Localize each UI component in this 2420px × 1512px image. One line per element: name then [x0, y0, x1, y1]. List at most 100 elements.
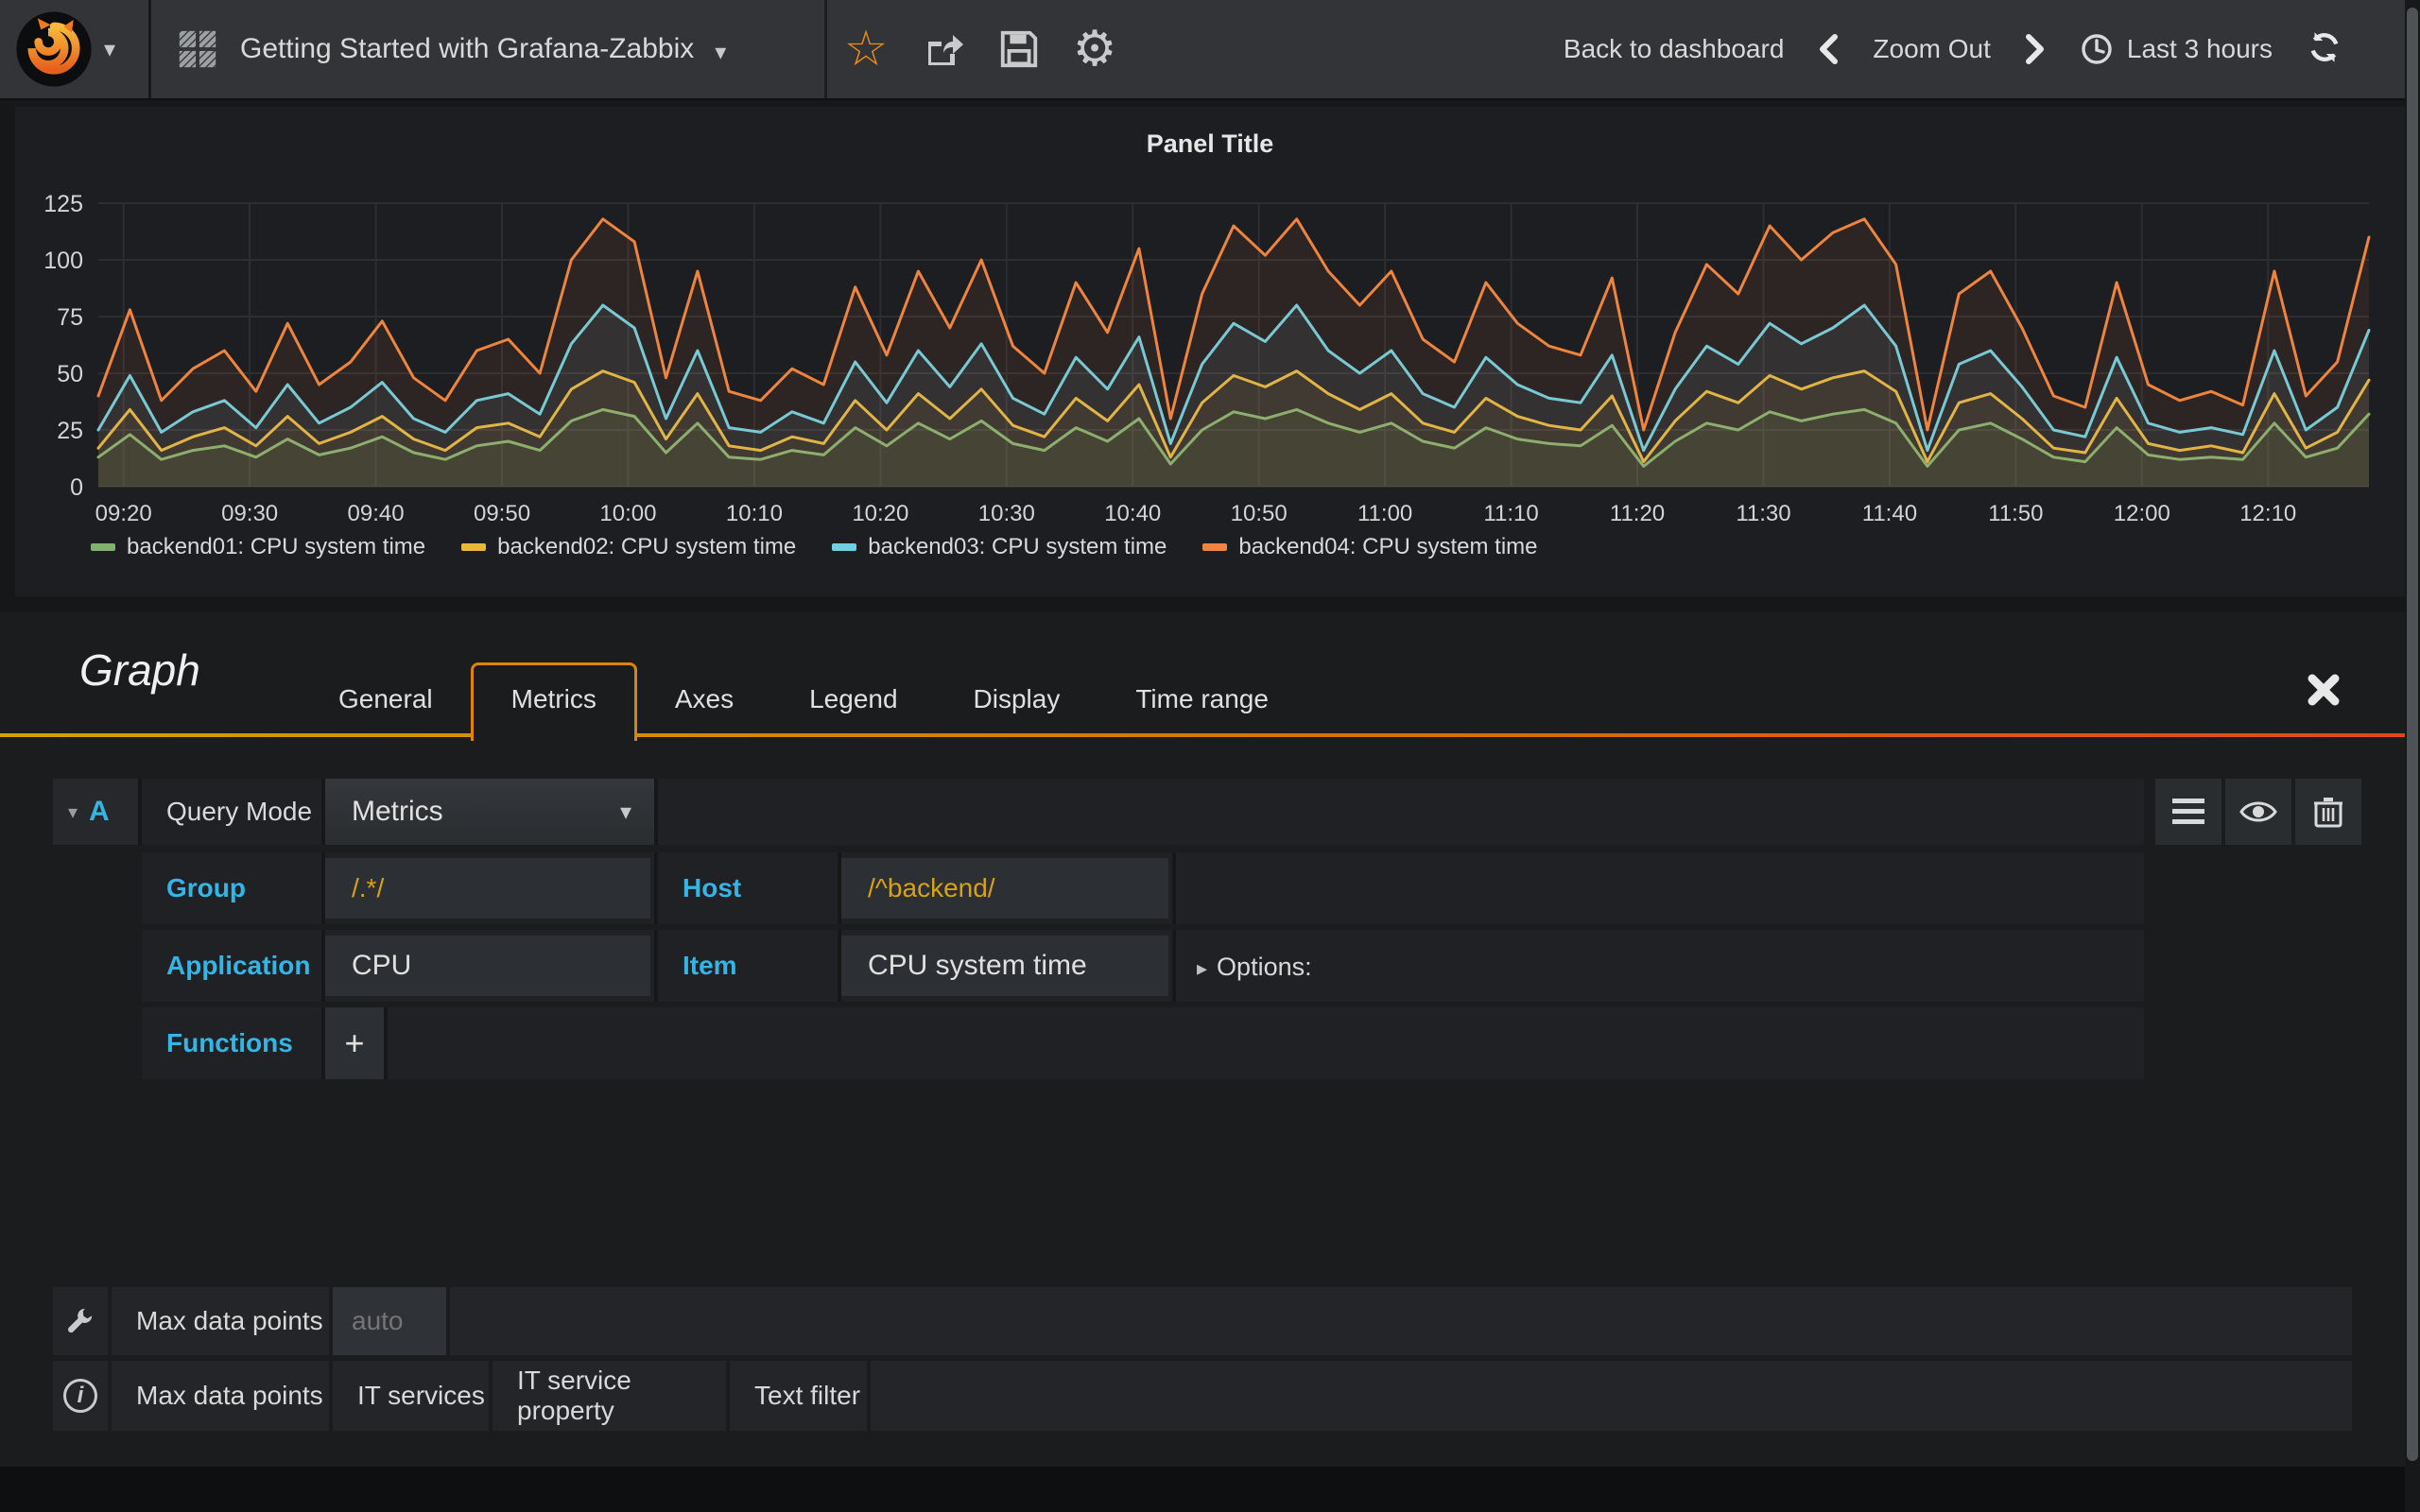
legend-swatch [1202, 543, 1228, 551]
query-mode-label-cell: Query Mode [142, 779, 321, 845]
scrollbar-thumb[interactable] [2407, 8, 2418, 1461]
item-input[interactable]: CPU system time [841, 936, 1168, 996]
info-cell-it-service-property[interactable]: IT service property [493, 1361, 726, 1431]
gear-icon: ⚙ [1072, 22, 1117, 77]
wrench-icon [68, 1308, 93, 1333]
dashboard-title: Getting Started with Grafana-Zabbix [240, 33, 695, 64]
legend-item[interactable]: backend03: CPU system time [832, 534, 1167, 560]
back-to-dashboard-button[interactable]: Back to dashboard [1563, 34, 1785, 63]
info-tabs-row: i Max data points IT services IT service p… [53, 1361, 2352, 1431]
navbar-right: Back to dashboard Zoom Out Last 3 hours [1564, 0, 2344, 98]
plus-icon: + [344, 1023, 365, 1062]
svg-text:11:30: 11:30 [1736, 501, 1790, 526]
query-collapse-cell[interactable]: ▾ A [53, 779, 138, 845]
info-icon: i [63, 1379, 97, 1413]
info-cell-it-services[interactable]: IT services [333, 1361, 489, 1431]
query-collapse-caret-icon: ▾ [68, 801, 78, 823]
svg-text:0: 0 [70, 474, 83, 501]
share-button[interactable] [911, 0, 972, 98]
settings-button[interactable]: ⚙ [1064, 0, 1125, 98]
item-label: Item [683, 951, 737, 980]
close-icon [2308, 674, 2340, 706]
query-delete-button[interactable] [2295, 779, 2361, 845]
row-filler [871, 1361, 2352, 1431]
legend-label: backend02: CPU system time [497, 534, 797, 559]
svg-text:10:10: 10:10 [726, 501, 783, 526]
svg-text:25: 25 [57, 418, 83, 444]
save-button[interactable] [989, 0, 1049, 98]
query-row-functions: Functions + [142, 1007, 2144, 1079]
zoom-out-right-chevron-icon[interactable] [2023, 33, 2048, 65]
query-mode-dropdown[interactable]: Metrics ▾ [325, 779, 654, 845]
tab-time-range[interactable]: Time range [1135, 684, 1269, 713]
tab-underline [0, 733, 2405, 737]
svg-text:50: 50 [57, 361, 83, 387]
panel-title[interactable]: Panel Title [1146, 129, 1274, 158]
svg-text:09:20: 09:20 [95, 501, 152, 526]
query-letter: A [89, 796, 110, 827]
max-data-points-row: Max data points [53, 1287, 2352, 1355]
options-toggle[interactable]: ▸ Options: [1197, 953, 1312, 982]
tab-general[interactable]: General [338, 684, 433, 713]
legend-item[interactable]: backend01: CPU system time [91, 534, 425, 560]
info-icon-cell: i [53, 1361, 108, 1431]
legend-item[interactable]: backend02: CPU system time [461, 534, 796, 560]
application-label: Application [166, 951, 311, 980]
query-row-group-host: Group /.*/ Host /^backend/ [142, 852, 2144, 924]
tab-axes[interactable]: Axes [674, 684, 735, 713]
host-input[interactable]: /^backend/ [841, 858, 1168, 919]
grafana-logo-button[interactable]: ▾ [0, 0, 151, 98]
eye-icon [2239, 801, 2277, 822]
time-picker-button[interactable]: Last 3 hours [2080, 32, 2273, 66]
svg-text:10:20: 10:20 [852, 501, 908, 526]
scrollbar-track[interactable] [2405, 0, 2420, 1512]
dashboard-title-caret-icon: ▾ [715, 39, 727, 65]
zoom-out-left-chevron-icon[interactable] [1816, 33, 1841, 65]
svg-text:09:40: 09:40 [348, 501, 405, 526]
zoom-out-button[interactable]: Zoom Out [1873, 34, 1991, 63]
add-function-button[interactable]: + [325, 1007, 384, 1079]
svg-text:11:10: 11:10 [1483, 501, 1538, 526]
query-toggle-visibility-button[interactable] [2225, 779, 2291, 845]
tab-metrics[interactable]: Metrics [470, 662, 637, 741]
group-label: Group [166, 873, 246, 902]
legend-label: backend03: CPU system time [868, 534, 1167, 559]
query-row-application-item: Application CPU Item CPU system time ▸ Op… [142, 930, 2144, 1002]
host-label: Host [683, 873, 742, 902]
options-caret-icon: ▸ [1197, 956, 1208, 980]
chart-canvas[interactable]: 09:20 09:30 09:40 09:50 10:00 10:10 10:20 10:30… [28, 175, 2392, 534]
options-label: Options: [1217, 953, 1312, 981]
query-mode-caret-icon: ▾ [619, 799, 631, 825]
application-input[interactable]: CPU [325, 936, 650, 996]
query-row-mode: ▾ A Query Mode Metrics ▾ [53, 779, 2144, 845]
svg-text:11:40: 11:40 [1862, 501, 1917, 526]
refresh-icon [2310, 31, 2339, 62]
svg-text:12:10: 12:10 [2239, 501, 2296, 526]
legend-swatch [461, 543, 487, 551]
page-footer [0, 1467, 2420, 1512]
refresh-button[interactable] [2305, 27, 2344, 72]
tab-display[interactable]: Display [973, 684, 1061, 713]
legend-label: backend04: CPU system time [1238, 534, 1538, 559]
trash-icon [2314, 798, 2342, 828]
svg-text:10:00: 10:00 [599, 501, 656, 526]
navbar: ▾ Getting Started with Grafana-Zabbix ▾ … [0, 0, 2420, 100]
editor-heading: Graph [79, 645, 200, 695]
svg-text:11:50: 11:50 [1988, 501, 2043, 526]
clock-icon [2082, 34, 2112, 64]
tab-legend[interactable]: Legend [809, 684, 898, 713]
dashboard-title-menu[interactable]: Getting Started with Grafana-Zabbix ▾ [176, 0, 726, 98]
max-data-points-input[interactable] [333, 1287, 446, 1355]
svg-text:75: 75 [57, 304, 83, 331]
query-menu-button[interactable] [2155, 779, 2221, 845]
star-button[interactable]: ☆ [836, 0, 896, 98]
info-cell-text-filter[interactable]: Text filter [730, 1361, 867, 1431]
logo-caret-icon: ▾ [104, 36, 116, 62]
dashboard-grid-icon [179, 30, 216, 68]
editor-header: Graph General Metrics Axes Legend Display Tim… [0, 612, 2405, 741]
legend-item[interactable]: backend04: CPU system time [1202, 534, 1538, 560]
editor-close-button[interactable] [2305, 671, 2342, 709]
info-cell-max-data-points[interactable]: Max data points [112, 1361, 329, 1431]
group-input[interactable]: /.*/ [325, 858, 650, 919]
